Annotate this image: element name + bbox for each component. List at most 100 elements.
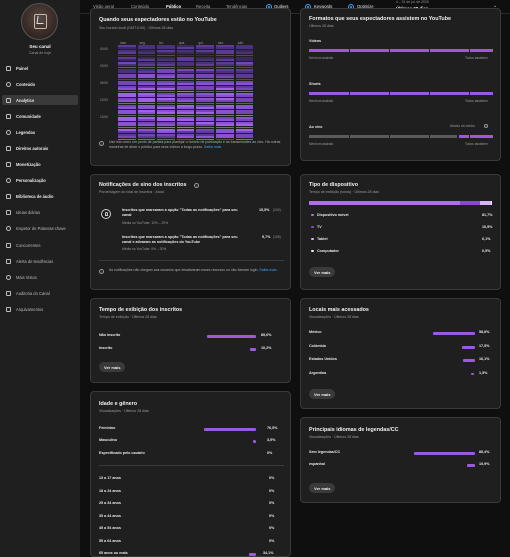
heatmap-cell: [216, 59, 234, 62]
info-icon[interactable]: i: [194, 183, 199, 188]
learn-more-link[interactable]: Saiba mais: [203, 145, 222, 149]
watch-row-bar: [250, 348, 256, 351]
audio-library-icon: [6, 193, 11, 199]
see-more-button[interactable]: Ver mais: [309, 389, 336, 399]
sidebar-item-9[interactable]: Biblioteca de áudio: [2, 191, 78, 201]
sidebar-item-5[interactable]: Legendas: [2, 127, 78, 137]
sidebar-item-7[interactable]: Monetização: [2, 159, 78, 169]
age-row-label: 45 a 54 anos: [99, 526, 121, 530]
heatmap-cell: [196, 129, 214, 131]
sidebar-item-14[interactable]: Mais Vistos: [2, 272, 78, 282]
sidebar-item-1[interactable]: Painel: [2, 63, 78, 73]
device-row-value: 10,5%: [482, 224, 493, 229]
tab-trends[interactable]: Tendências: [226, 4, 248, 9]
age-row-value: 0%: [269, 513, 275, 518]
sidebar-item-16[interactable]: Arquivamentos: [2, 304, 78, 314]
see-more-button[interactable]: Ver mais: [309, 483, 336, 493]
heatmap-cell: [137, 57, 156, 59]
heatmap-cell: [118, 138, 136, 141]
channel-avatar[interactable]: [21, 3, 58, 40]
heatmap-cell: [235, 76, 254, 79]
heatmap-cell: [157, 85, 175, 88]
heatmap-cell: [196, 49, 214, 52]
see-more-button[interactable]: Ver mais: [99, 362, 126, 372]
heatmap-cell: [137, 131, 156, 134]
heatmap-cell: [137, 105, 156, 107]
see-more-button[interactable]: Ver mais: [309, 267, 336, 277]
heatmap-cell: [118, 93, 136, 95]
sidebar-item-label: Arquivamentos: [16, 306, 44, 312]
heatmap-cell: [137, 52, 156, 55]
format-row-bar: [309, 92, 493, 95]
sidebar-item-12[interactable]: Concorrentes: [2, 240, 78, 250]
heatmap-cell: [216, 126, 234, 129]
sidebar-item-11[interactable]: Inspetor de Palavras-chave: [2, 223, 78, 233]
language-row-value: 10,9%: [479, 462, 490, 466]
divider: [99, 260, 284, 261]
sidebar-item-4[interactable]: Comunidade: [2, 111, 78, 121]
sidebar-item-2[interactable]: Conteúdo: [2, 79, 78, 89]
sidebar-item-8[interactable]: Personalização: [2, 175, 78, 185]
format-row-label: Vídeos: [309, 39, 322, 43]
language-row-bar: [467, 464, 475, 467]
heatmap-cell: [235, 95, 254, 98]
location-row-value: 1,5%: [479, 370, 488, 375]
card-title: Principais idiomas de legendas/CC: [309, 427, 399, 433]
device-type-card: Tipo de dispositivo Tempo de exibição (h…: [300, 174, 501, 290]
sidebar-item-6[interactable]: Direitos autorais: [2, 143, 78, 153]
heatmap-cell: [118, 59, 136, 62]
tab-overview[interactable]: Visão geral: [93, 4, 114, 9]
avatar-frame: [34, 14, 47, 29]
format-row-tick: [349, 135, 350, 138]
age-row-label: 35 a 44 anos: [99, 513, 121, 518]
heatmap-cell: [118, 102, 136, 105]
trend-alert-icon: [6, 258, 11, 264]
heatmap-cell: [235, 102, 254, 105]
heatmap-cell: [216, 107, 234, 110]
device-bar-segment: [309, 201, 461, 205]
sidebar-item-3[interactable]: Analytics: [2, 95, 78, 105]
sidebar-item-13[interactable]: Alerta de tendências: [2, 256, 78, 266]
heatmap-cell: [157, 136, 175, 139]
heatmap-cell: [235, 124, 254, 127]
learn-more-link[interactable]: Saiba mais: [259, 268, 277, 272]
device-legend-dot: [311, 213, 314, 217]
heatmap-cell: [176, 59, 195, 62]
sidebar-item-10[interactable]: Ideias diárias: [2, 207, 78, 217]
tab-audience[interactable]: Público: [166, 4, 182, 9]
sidebar-item-label: Alerta de tendências: [16, 258, 54, 264]
heatmap-cell: [137, 47, 156, 50]
format-row-max-label: Todos assistem: [465, 142, 488, 146]
heatmap-cell: [176, 90, 195, 93]
heatmap-cell: [157, 88, 175, 91]
heatmap-cell: [137, 124, 156, 127]
age-row-value: 0%: [269, 476, 275, 480]
analytics-icon: [6, 97, 11, 103]
keywords-toggle-label[interactable]: Keywords: [314, 4, 333, 9]
format-row-tick: [349, 92, 350, 95]
heatmap-cell: [196, 100, 214, 103]
location-row-bar: [432, 332, 475, 335]
heatmap-cell: [176, 83, 195, 86]
info-icon[interactable]: [484, 124, 488, 128]
heatmap-cell: [235, 85, 254, 88]
outliers-toggle-label[interactable]: Outliers: [274, 4, 289, 9]
age-row-label: 55 a 64 anos: [99, 538, 121, 543]
tab-content[interactable]: Conteúdo: [131, 4, 150, 9]
optimize-toggle-label[interactable]: Optimize: [357, 4, 374, 9]
chevron-down-icon[interactable]: ⌄: [493, 3, 498, 9]
heatmap-cell: [196, 138, 214, 141]
notifications-enabled-avg: Média no YouTube: 0% – 20%: [122, 247, 167, 251]
sidebar-item-15[interactable]: Auditoria do Canal: [2, 288, 78, 298]
tab-revenue[interactable]: Receita: [196, 4, 211, 9]
heatmap-cell: [118, 136, 136, 139]
heatmap-cell: [176, 112, 195, 115]
heatmap-cell: [216, 54, 234, 57]
community-icon: [6, 113, 11, 119]
heatmap-cell: [157, 126, 175, 129]
heatmap-cell: [176, 95, 195, 98]
heatmap-time-label: 13:00: [100, 115, 108, 119]
heatmap-cell: [176, 97, 195, 100]
heatmap-cell: [176, 49, 195, 52]
heatmap-cell: [176, 57, 195, 59]
